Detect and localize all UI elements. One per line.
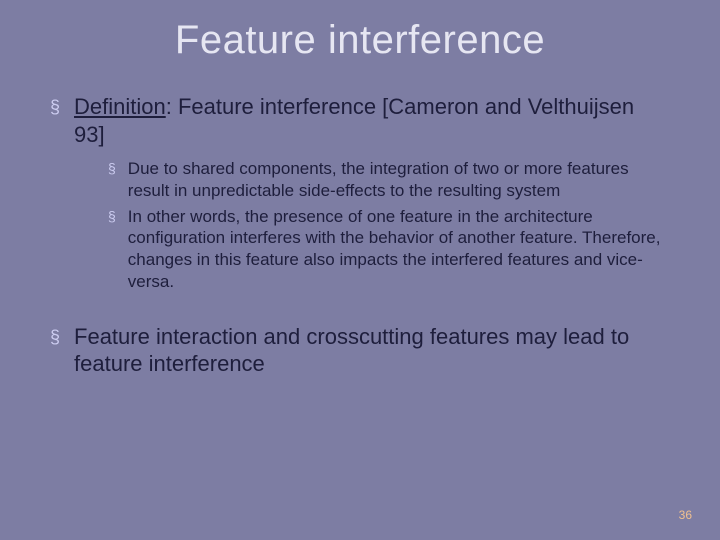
sub-bullet-group: § Due to shared components, the integrat…: [50, 158, 670, 293]
bullet-text: Due to shared components, the integratio…: [128, 158, 670, 202]
bullet-level1: § Definition: Feature interference [Came…: [50, 93, 670, 148]
bullet-text: Feature interaction and crosscutting fea…: [74, 323, 670, 378]
bullet-level2: § In other words, the presence of one fe…: [108, 206, 670, 293]
bullet-text: In other words, the presence of one feat…: [128, 206, 670, 293]
square-bullet-icon: §: [108, 208, 116, 293]
square-bullet-icon: §: [108, 160, 116, 202]
slide-content: § Definition: Feature interference [Came…: [0, 63, 720, 378]
page-number: 36: [679, 508, 692, 522]
slide: Feature interference § Definition: Featu…: [0, 0, 720, 540]
slide-title: Feature interference: [0, 0, 720, 63]
bullet-level2: § Due to shared components, the integrat…: [108, 158, 670, 202]
square-bullet-icon: §: [50, 326, 60, 378]
bullet-text: Definition: Feature interference [Camero…: [74, 93, 670, 148]
square-bullet-icon: §: [50, 96, 60, 148]
bullet-level1: § Feature interaction and crosscutting f…: [50, 323, 670, 378]
underlined-term: Definition: [74, 94, 166, 119]
